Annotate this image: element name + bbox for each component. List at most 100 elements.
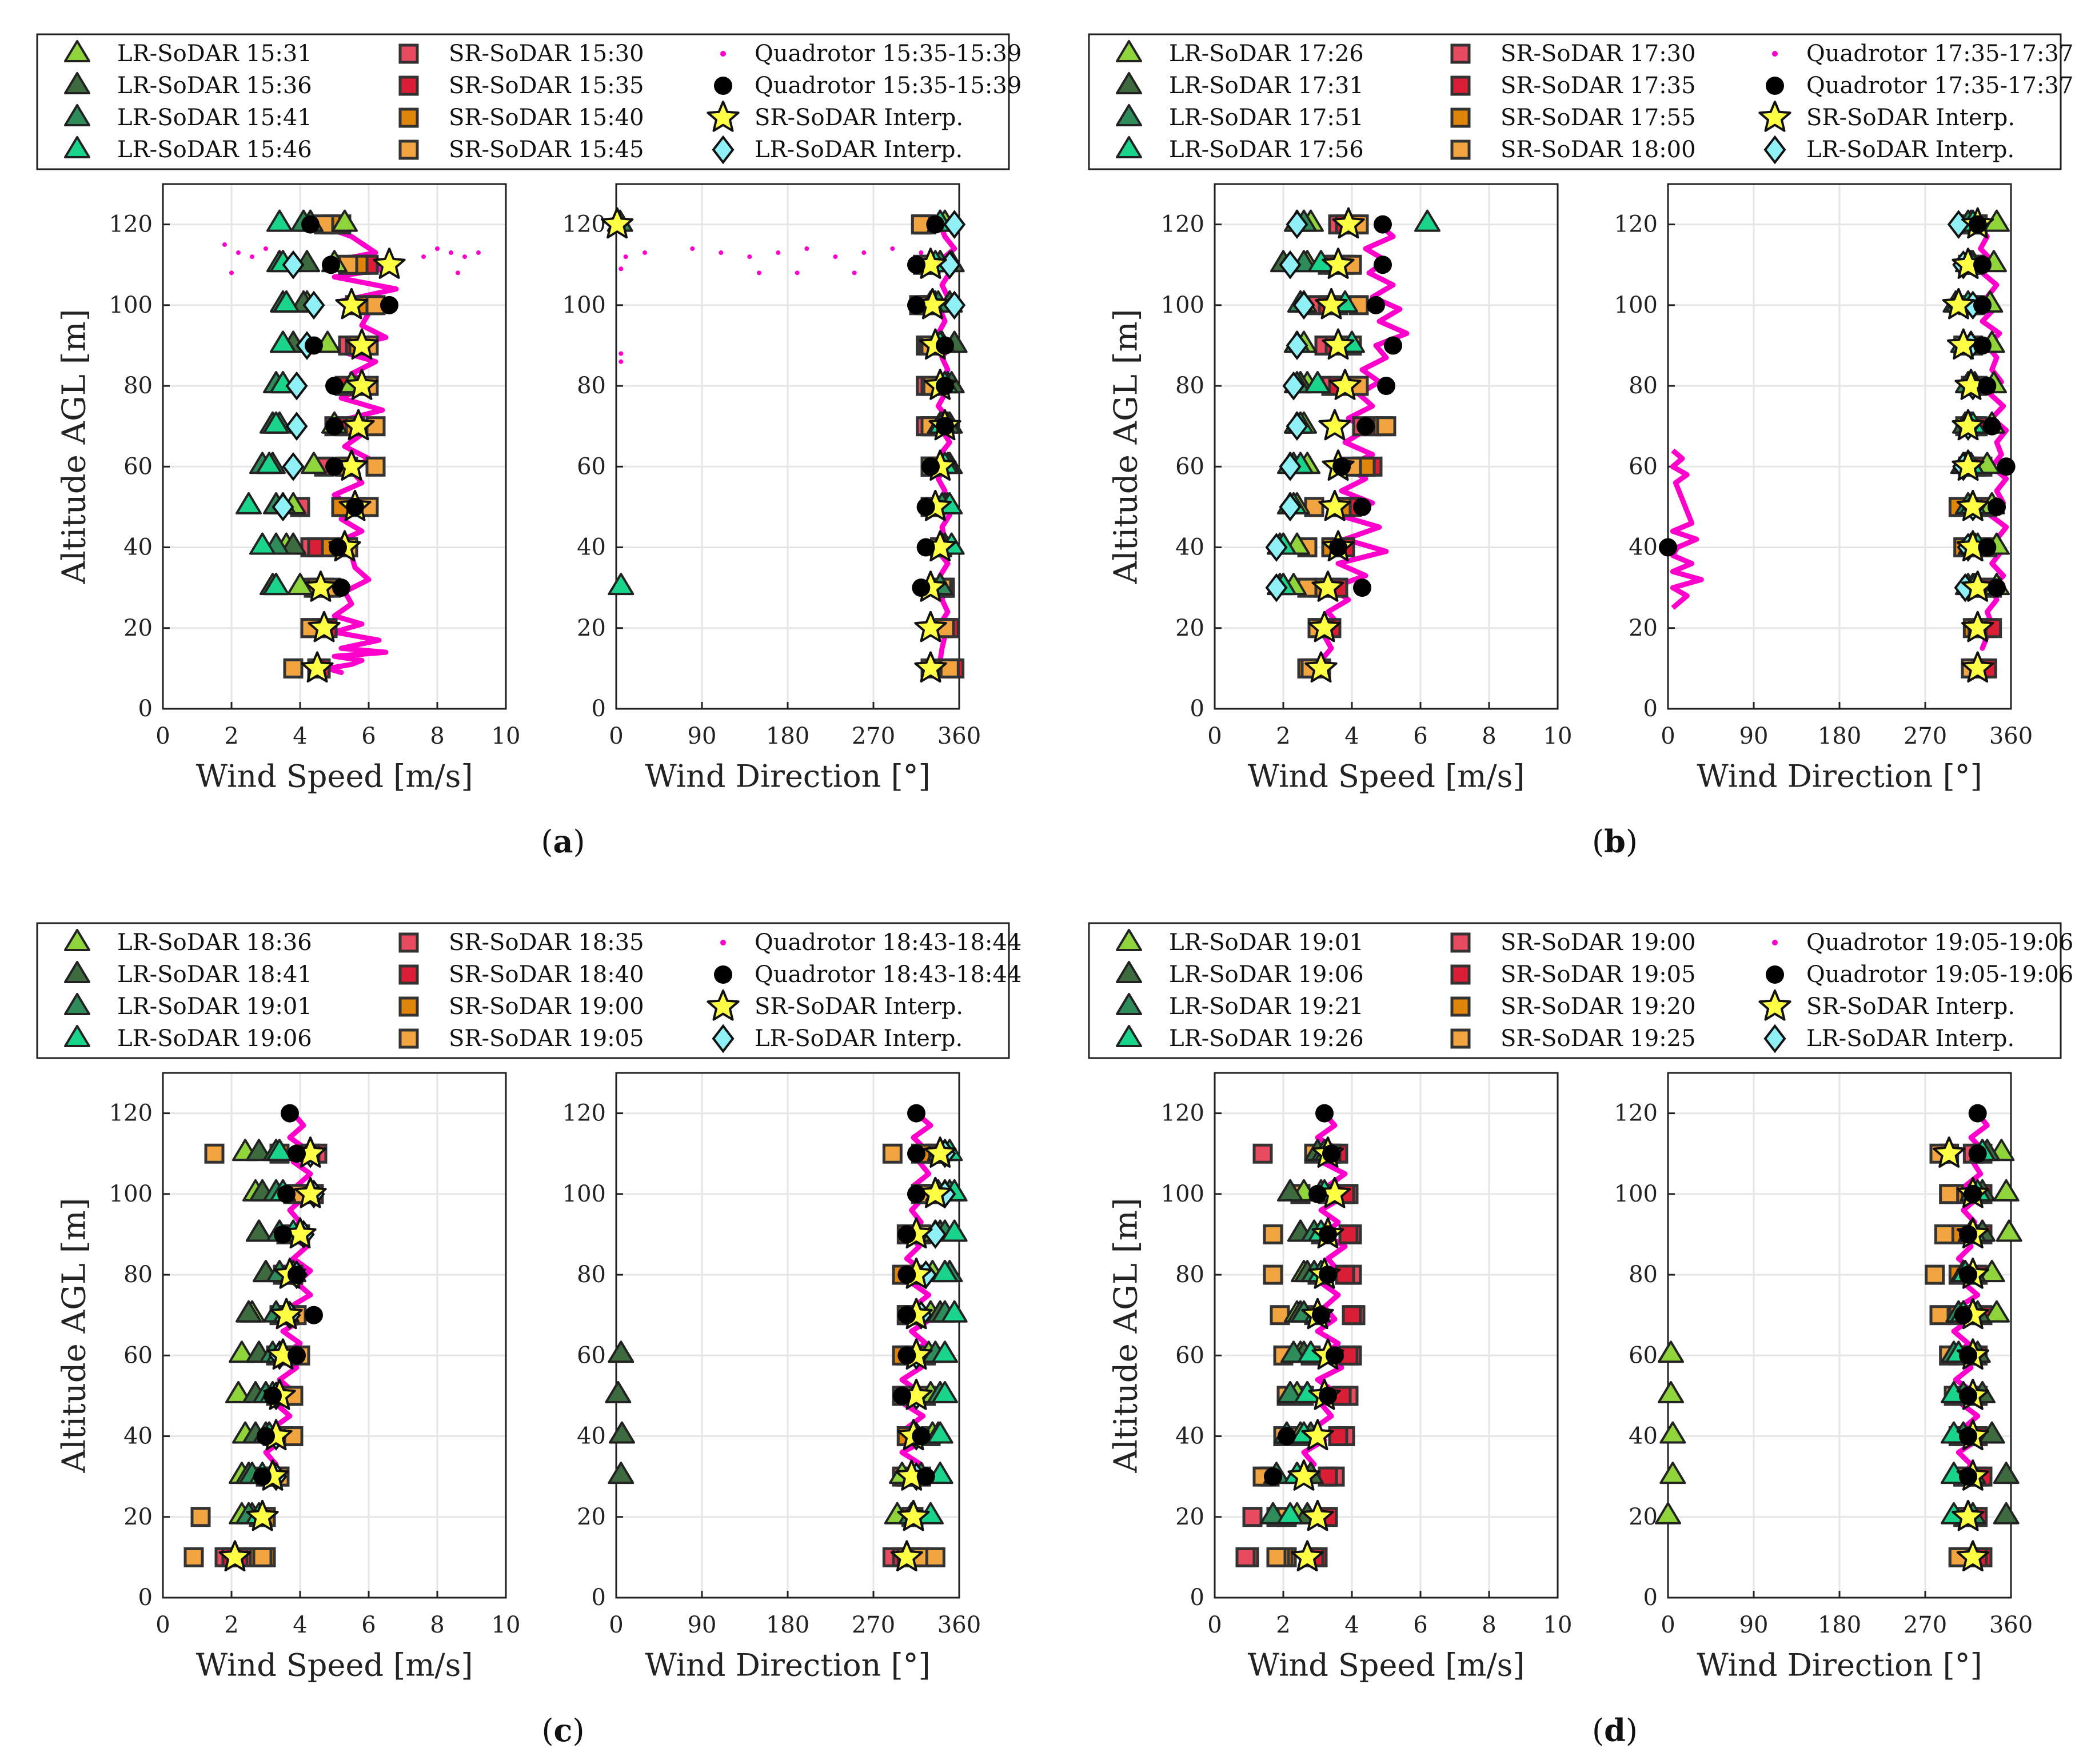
direction-lr-sodar-point <box>608 573 635 596</box>
speed-lr-sodar-point <box>246 1219 272 1242</box>
direction-quadrotor-sample <box>719 250 724 256</box>
direction-xtick-label: 360 <box>937 1612 981 1638</box>
direction-quadrotor-sample <box>804 246 809 251</box>
ylabel: Altitude AGL [m] <box>1108 1198 1145 1473</box>
speed-sr-interp-point <box>1311 570 1344 602</box>
legend-label: LR-SoDAR 15:46 <box>117 137 312 163</box>
direction-quadrotor-mean-point <box>916 497 935 516</box>
legend-label: SR-SoDAR 15:30 <box>449 41 644 67</box>
speed-lr-sodar-point <box>263 573 289 596</box>
speed-quadrotor-mean-point <box>332 578 350 597</box>
speed-sr-interp-point <box>1322 328 1355 360</box>
speed-ytick-label: 80 <box>123 1262 153 1288</box>
speed-ytick-label: 0 <box>1190 696 1204 722</box>
speed-xtick-label: 8 <box>430 723 444 749</box>
speed-sr-interp-point <box>308 610 341 642</box>
direction-quadrotor-sample <box>618 359 624 364</box>
speed-sr-interp-point <box>1291 1540 1324 1571</box>
speed-sr-sodar-point <box>183 1547 204 1567</box>
speed-xlabel: Wind Speed [m/s] <box>196 759 473 795</box>
direction-quadrotor-mean-point <box>912 578 931 597</box>
direction-sr-interp-point <box>1952 449 1985 481</box>
legend-label: LR-SoDAR 17:51 <box>1169 105 1364 131</box>
speed-lr-sodar-point <box>280 532 306 555</box>
speed-quadrotor-mean-point <box>264 1386 282 1405</box>
legend-marker-sr <box>398 75 419 96</box>
direction-sr-sodar-point <box>1934 1224 1954 1244</box>
speed-lr-interp-point <box>1286 210 1308 239</box>
speed-quadrotor-trace <box>314 222 399 675</box>
speed-quadrotor-mean-point <box>1319 1266 1337 1284</box>
speed-sr-sodar-point <box>252 1547 273 1567</box>
direction-ytick-label: 60 <box>577 453 606 480</box>
speed-xlabel: Wind Speed [m/s] <box>1248 1647 1525 1683</box>
speed-lr-sodar-point <box>1260 1502 1286 1524</box>
direction-quadrotor-mean-point <box>1968 1104 1987 1123</box>
speed-xtick-label: 0 <box>155 1612 170 1638</box>
direction-sr-interp-point <box>924 1136 957 1168</box>
speed-xtick-label: 6 <box>1413 723 1427 749</box>
direction-quadrotor-mean-point <box>1973 336 1992 355</box>
speed-xtick-label: 10 <box>1543 723 1573 749</box>
direction-ytick-label: 20 <box>577 1504 606 1530</box>
direction-ytick-label: 100 <box>1614 1181 1658 1207</box>
speed-sr-sodar-point <box>1263 1264 1283 1285</box>
direction-lr-sodar-point <box>609 1421 635 1444</box>
speed-xlabel: Wind Speed [m/s] <box>196 1647 473 1683</box>
legend-marker-lr <box>64 136 90 158</box>
direction-lr-sodar-point <box>1996 1219 2022 1242</box>
direction-quadrotor-mean-point <box>1973 296 1992 314</box>
speed-quadrotor-sample <box>435 246 440 251</box>
speed-lr-interp-point <box>1265 573 1288 602</box>
direction-xtick-label: 90 <box>1739 723 1769 749</box>
legend-marker-lr <box>64 961 90 983</box>
direction-ytick-label: 120 <box>1614 211 1658 238</box>
legend-marker-lr <box>1116 1025 1142 1047</box>
direction-quadrotor-sample <box>643 250 647 256</box>
speed-quadrotor-mean-point <box>1264 1467 1282 1486</box>
direction-xtick-label: 270 <box>1904 723 1947 749</box>
legend-label: LR-SoDAR 17:26 <box>1169 41 1364 67</box>
speed-quadrotor-mean-point <box>325 457 344 476</box>
speed-quadrotor-mean-point <box>1374 215 1392 234</box>
legend-label: SR-SoDAR 18:40 <box>449 961 644 988</box>
speed-quadrotor-mean-point <box>305 1306 323 1324</box>
legend-marker-quad-dot <box>714 77 732 95</box>
speed-ytick-label: 120 <box>109 1100 153 1127</box>
speed-quadrotor-sample <box>250 254 254 260</box>
direction-quadrotor-sample <box>919 250 924 256</box>
speed-xtick-label: 8 <box>1482 723 1496 749</box>
speed-quadrotor-mean-point <box>1367 296 1385 314</box>
direction-ytick-label: 100 <box>562 1181 606 1207</box>
direction-quadrotor-trace <box>899 1111 933 1479</box>
legend-label: SR-SoDAR 19:05 <box>449 1025 644 1052</box>
legend-label: SR-SoDAR 19:00 <box>449 993 644 1020</box>
speed-quadrotor-sample <box>456 270 460 276</box>
direction-quadrotor-mean-point <box>1988 578 2006 597</box>
speed-xtick-label: 6 <box>361 1612 376 1638</box>
direction-ytick-label: 80 <box>1629 373 1658 399</box>
legend-label: LR-SoDAR Interp. <box>755 137 963 163</box>
speed-xtick-label: 10 <box>492 1612 521 1638</box>
legend-label: LR-SoDAR 19:06 <box>117 1025 312 1052</box>
direction-ytick-label: 0 <box>1643 696 1658 722</box>
speed-quadrotor-mean-point <box>1312 1306 1330 1324</box>
speed-quadrotor-mean-point <box>288 1266 306 1284</box>
direction-xtick-label: 0 <box>609 1612 623 1638</box>
legend-label: SR-SoDAR 19:25 <box>1501 1025 1696 1052</box>
speed-lr-sodar-point <box>332 209 358 232</box>
legend-marker-lr <box>1116 929 1142 951</box>
legend-label: LR-SoDAR 15:31 <box>117 41 312 67</box>
direction-lr-sodar-point <box>1993 1502 2020 1524</box>
legend-marker-lr <box>1116 136 1142 158</box>
speed-quadrotor-sample <box>476 250 481 256</box>
direction-quadrotor-mean-point <box>1959 1467 1977 1486</box>
speed-sr-sodar-point <box>1376 416 1396 437</box>
speed-ytick-label: 20 <box>1175 615 1204 641</box>
speed-sr-sodar-point <box>1235 1547 1256 1567</box>
legend-marker-sr <box>1450 996 1471 1017</box>
legend-marker-quad-dot <box>1766 965 1784 984</box>
speed-ytick-label: 0 <box>138 1585 153 1611</box>
direction-sr-interp-point <box>897 1499 930 1531</box>
